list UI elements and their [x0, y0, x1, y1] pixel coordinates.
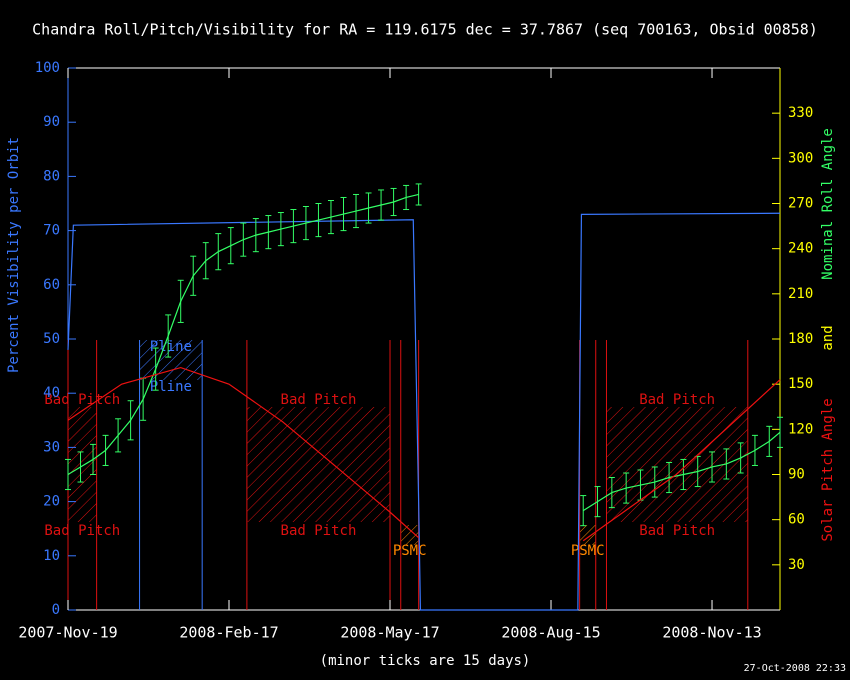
y2-tick-label: 240	[788, 241, 813, 257]
series-line	[67, 212, 781, 611]
series-line	[67, 366, 781, 542]
y2-tick-label: 90	[788, 467, 805, 483]
region-hatch	[579, 525, 596, 545]
y-tick-label: 70	[43, 223, 60, 239]
x-tick-label: 2008-May-17	[340, 624, 439, 642]
region-label: Bad Pitch	[639, 392, 715, 408]
y2-tick-label: 210	[788, 286, 813, 302]
x-tick-label: 2008-Nov-13	[662, 624, 761, 642]
y-tick-label: 0	[52, 602, 60, 618]
y2-tick-label: 330	[788, 105, 813, 121]
region-hatch	[246, 407, 391, 522]
region-label: PSMC	[393, 543, 427, 559]
x-tick-label: 2008-Aug-15	[501, 624, 600, 642]
y-tick-label: 90	[43, 114, 60, 130]
y2-tick-label: 180	[788, 331, 813, 347]
y-tick-label: 80	[43, 168, 60, 184]
y-tick-label: 40	[43, 385, 60, 401]
chart-title: Chandra Roll/Pitch/Visibility for RA = 1…	[32, 21, 818, 39]
region-label: Bad Pitch	[639, 523, 715, 539]
region-label: Bad Pitch	[281, 523, 357, 539]
timestamp: 27-Oct-2008 22:33	[744, 663, 846, 674]
region-hatch	[139, 340, 203, 380]
y-axis-label: Percent Visibility per Orbit	[6, 137, 22, 373]
y-tick-label: 60	[43, 277, 60, 293]
y2-axis-label: and	[820, 325, 836, 350]
y-tick-label: 50	[43, 331, 60, 347]
region-label: Bad Pitch	[44, 392, 120, 408]
y2-tick-label: 300	[788, 150, 813, 166]
y2-axis-label: Solar Pitch Angle	[820, 398, 836, 541]
region-label: Pline	[150, 339, 192, 355]
region-hatch	[400, 525, 419, 545]
x-axis-label: (minor ticks are 15 days)	[320, 653, 531, 669]
y2-tick-label: 30	[788, 557, 805, 573]
x-tick-label: 2008-Feb-17	[179, 624, 278, 642]
y-tick-label: 20	[43, 494, 60, 510]
y2-axis-label: Nominal Roll Angle	[820, 128, 836, 280]
region-label: Pline	[150, 379, 192, 395]
y2-tick-label: 60	[788, 512, 805, 528]
y-tick-label: 10	[43, 548, 60, 564]
region-hatch	[68, 407, 97, 522]
y2-tick-label: 270	[788, 196, 813, 212]
y2-tick-label: 120	[788, 421, 813, 437]
y-tick-label: 100	[35, 60, 60, 76]
x-tick-label: 2007-Nov-19	[18, 624, 117, 642]
region-label: Bad Pitch	[44, 523, 120, 539]
region-label: Bad Pitch	[281, 392, 357, 408]
y-tick-label: 30	[43, 439, 60, 455]
region-label: PSMC	[571, 543, 605, 559]
y2-tick-label: 150	[788, 376, 813, 392]
